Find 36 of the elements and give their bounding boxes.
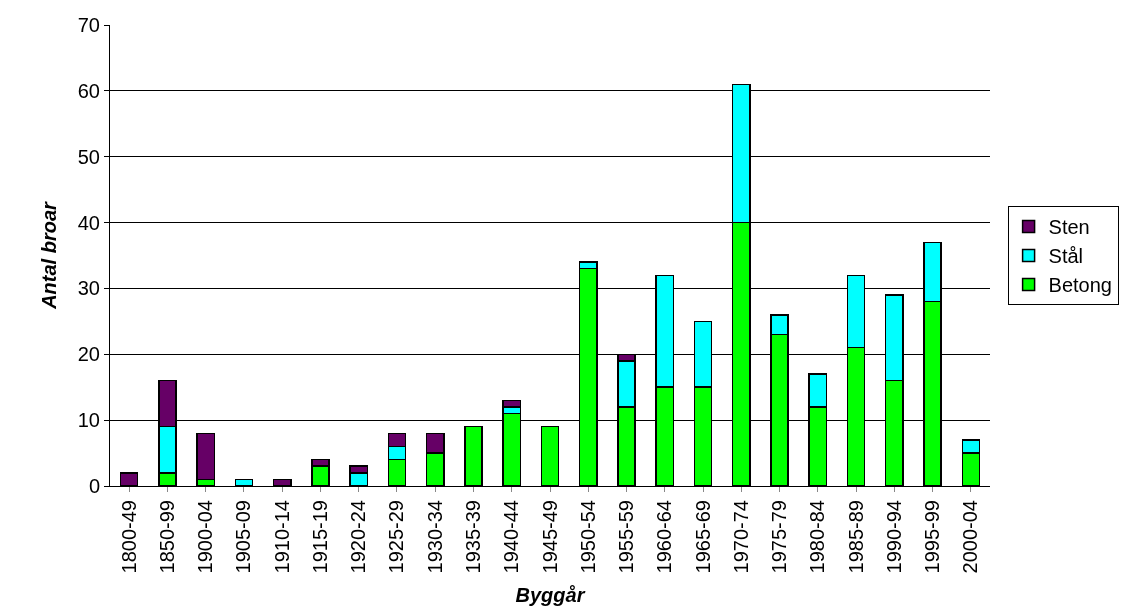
legend-label: Betong (1048, 274, 1112, 297)
x-tick-label: 1935-39 (461, 500, 484, 574)
x-tick-label: 1980-84 (806, 500, 829, 574)
x-tick-label: 1955-59 (615, 500, 638, 574)
x-tick-label: 1945-49 (538, 500, 561, 574)
x-tick-label: 1910-14 (270, 500, 293, 574)
y-tick-label: 10 (77, 409, 100, 432)
x-tick-label: 1925-29 (385, 500, 408, 574)
legend-label: Stål (1048, 245, 1084, 268)
x-tick-label: 1930-34 (423, 500, 446, 574)
x-tick-label: 1970-74 (729, 500, 752, 574)
x-tick-label: 1975-79 (768, 500, 791, 574)
y-tick-label: 40 (77, 211, 100, 234)
x-tick-label: 1905-09 (232, 500, 255, 574)
y-tick-label: 50 (77, 145, 100, 168)
x-tick-label: 1995-99 (921, 500, 944, 574)
x-tick-label: 1965-69 (691, 500, 714, 574)
x-tick-label: 2000-04 (959, 500, 982, 574)
x-tick-label: 1900-04 (194, 500, 217, 574)
x-tick-label: 1960-64 (653, 500, 676, 574)
x-tick-label: 1940-44 (500, 500, 523, 574)
y-tick-label: 0 (88, 475, 100, 497)
x-tick-label: 1850-99 (155, 500, 178, 574)
x-tick-label: 1800-49 (117, 500, 140, 574)
y-tick-label: 60 (77, 79, 100, 102)
y-tick-label: 20 (77, 343, 100, 366)
x-tick-label: 1915-19 (308, 500, 331, 574)
x-tick-label: 1920-24 (347, 500, 370, 574)
y-axis-title: Antal broar (38, 200, 61, 310)
legend-label: Sten (1048, 216, 1090, 239)
y-tick-label: 30 (77, 277, 100, 300)
x-tick-label: 1985-89 (844, 500, 867, 574)
y-tick-label: 70 (77, 14, 100, 36)
x-axis-title: Byggår (515, 583, 586, 606)
x-tick-label: 1950-54 (576, 500, 599, 574)
x-tick-label: 1990-94 (882, 500, 905, 574)
